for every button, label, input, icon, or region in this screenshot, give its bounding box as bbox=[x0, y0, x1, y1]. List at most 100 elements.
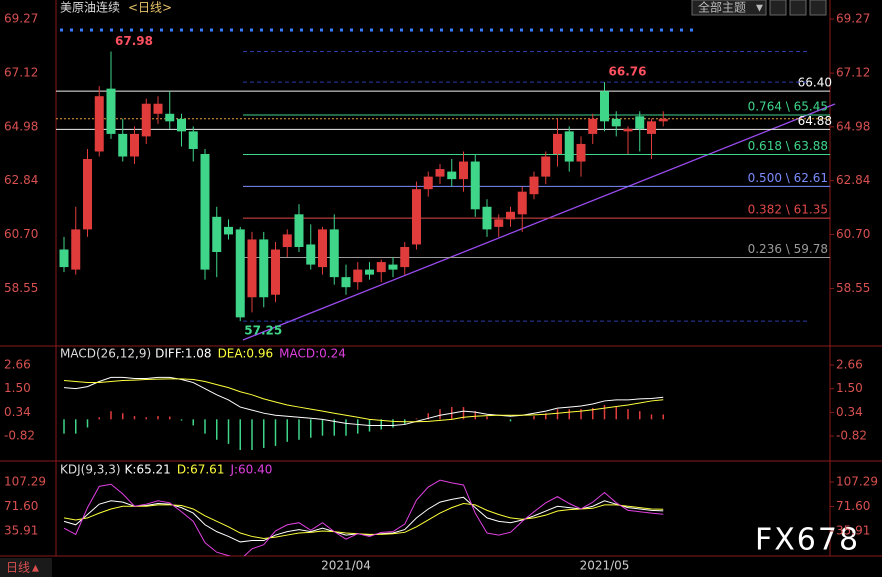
candle-body bbox=[212, 216, 222, 253]
y-tick-label: 35.91 bbox=[4, 524, 38, 538]
candle-body bbox=[165, 113, 175, 122]
fib-label: 0.236 \ 59.78 bbox=[748, 242, 828, 256]
candle-body bbox=[141, 103, 151, 137]
candle-body bbox=[130, 133, 139, 157]
candle-body bbox=[517, 191, 527, 215]
candle-body bbox=[635, 116, 645, 129]
candle-body bbox=[188, 131, 198, 149]
candle-body bbox=[376, 262, 386, 273]
y-tick-label: 71.60 bbox=[836, 499, 870, 513]
panel-title: MACD(26,12,9) bbox=[60, 347, 151, 361]
candle-body bbox=[59, 249, 69, 268]
tool-button[interactable] bbox=[769, 0, 787, 16]
candle-body bbox=[423, 176, 433, 190]
y-tick-label: 69.27 bbox=[4, 12, 38, 26]
candle-body bbox=[306, 244, 316, 265]
tab-label: 日线 bbox=[6, 561, 30, 575]
tab-arrow: ▲ bbox=[32, 564, 39, 574]
chart-title: 美原油连续 bbox=[60, 0, 120, 15]
tab[interactable] bbox=[0, 558, 52, 577]
theme-label: 全部主题 bbox=[698, 0, 746, 15]
legend-entry: D:67.61 bbox=[177, 463, 225, 477]
candle-body bbox=[459, 161, 468, 180]
y-tick-label: 1.50 bbox=[836, 381, 863, 395]
candle-body bbox=[71, 229, 81, 270]
candle-body bbox=[118, 133, 128, 157]
y-tick-label: 64.98 bbox=[4, 119, 38, 133]
extreme-label: 66.76 bbox=[609, 65, 647, 79]
theme-arrow: ▼ bbox=[756, 4, 763, 14]
y-tick-label: 60.70 bbox=[4, 227, 38, 241]
y-tick-label: 107.29 bbox=[4, 475, 46, 489]
candle-body bbox=[235, 229, 245, 318]
y-tick-label: 71.60 bbox=[4, 499, 38, 513]
candle-body bbox=[482, 206, 492, 230]
fib-label: 0.764 \ 65.45 bbox=[748, 100, 828, 114]
trend-line bbox=[242, 103, 836, 341]
candle-body bbox=[658, 118, 668, 122]
candle-body bbox=[353, 269, 363, 283]
tool-button[interactable] bbox=[789, 0, 807, 16]
y-tick-label: 58.55 bbox=[4, 281, 38, 295]
candle-body bbox=[83, 159, 92, 230]
legend-entry: DIFF:1.08 bbox=[155, 347, 211, 361]
y-tick-label: 0.34 bbox=[4, 405, 31, 419]
candle-body bbox=[282, 234, 292, 247]
y-tick-label: 0.34 bbox=[836, 405, 863, 419]
y-tick-label: 62.84 bbox=[836, 173, 870, 187]
candle-body bbox=[600, 91, 609, 122]
y-tick-label: 69.27 bbox=[836, 12, 870, 26]
y-tick-label: 67.12 bbox=[4, 66, 38, 80]
candle-body bbox=[588, 118, 598, 134]
indicator-line bbox=[63, 479, 664, 556]
candle-body bbox=[506, 211, 515, 220]
candle-body bbox=[623, 128, 633, 132]
panel-title: KDJ(9,3,3) bbox=[60, 463, 121, 477]
y-tick-label: -0.82 bbox=[836, 429, 867, 443]
candle-body bbox=[647, 121, 656, 134]
y-tick-label: 2.66 bbox=[836, 357, 863, 371]
y-tick-label: 35.91 bbox=[836, 524, 870, 538]
candle-body bbox=[529, 176, 539, 195]
candle-body bbox=[294, 214, 304, 247]
period: <日线> bbox=[128, 1, 172, 15]
candle-body bbox=[247, 239, 257, 298]
candle-body bbox=[564, 131, 574, 162]
y-tick-label: 107.29 bbox=[836, 475, 878, 489]
candle-body bbox=[541, 156, 551, 177]
candle-body bbox=[224, 226, 233, 235]
frame bbox=[0, 0, 882, 557]
candle-body bbox=[200, 153, 210, 270]
y-tick-label: 62.84 bbox=[4, 173, 38, 187]
indicator-line bbox=[63, 502, 664, 540]
watermark: FX678 bbox=[755, 523, 860, 558]
candle-body bbox=[611, 118, 621, 127]
level-label: 66.40 bbox=[798, 76, 832, 90]
legend-entry: K:65.21 bbox=[125, 463, 171, 477]
y-tick-label: 2.66 bbox=[4, 357, 31, 371]
candle-body bbox=[341, 277, 351, 288]
y-tick-label: 64.98 bbox=[836, 119, 870, 133]
theme-select[interactable] bbox=[691, 0, 767, 16]
candle-body bbox=[576, 143, 586, 162]
legend-entry: MACD:0.24 bbox=[279, 347, 346, 361]
candle-body bbox=[435, 169, 445, 177]
y-tick-label: 67.12 bbox=[836, 66, 870, 80]
y-tick-label: 58.55 bbox=[836, 281, 870, 295]
candle-body bbox=[94, 96, 104, 152]
y-tick-label: 60.70 bbox=[836, 227, 870, 241]
x-tick-label: 2021/04 bbox=[321, 559, 371, 573]
extreme-label: 57.25 bbox=[244, 324, 282, 338]
candle-body bbox=[494, 219, 504, 227]
candle-body bbox=[400, 246, 410, 268]
level-label: 64.88 bbox=[798, 114, 832, 128]
candle-body bbox=[388, 264, 398, 270]
y-tick-label: -0.82 bbox=[4, 429, 35, 443]
candle-body bbox=[271, 249, 280, 295]
candle-body bbox=[412, 189, 421, 245]
tool-button[interactable] bbox=[809, 0, 827, 16]
indicator-line bbox=[63, 378, 664, 423]
indicator-line bbox=[63, 376, 664, 426]
candle-body bbox=[365, 269, 374, 275]
x-tick-label: 2021/05 bbox=[580, 559, 630, 573]
